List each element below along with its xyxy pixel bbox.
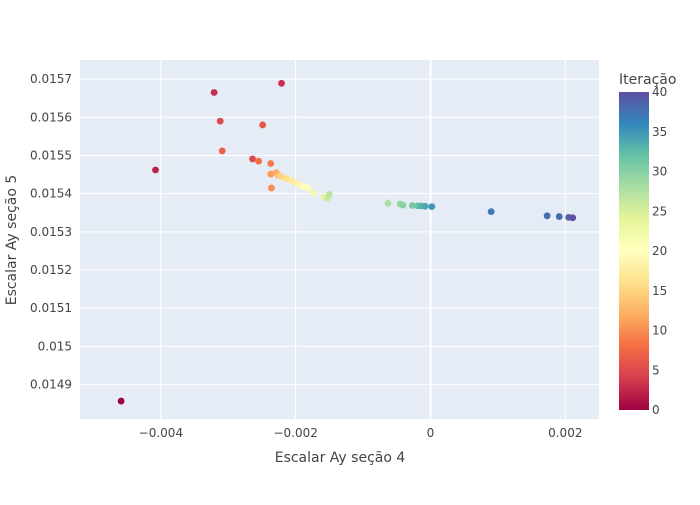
scatter-point [487,208,495,216]
scatter-point [218,147,226,155]
y-axis-title: Escalar Ay seção 5 [4,175,20,306]
x-axis-title: Escalar Ay seção 4 [275,450,406,466]
scatter-point [268,184,275,192]
scatter-point [249,155,256,163]
scatter-point [216,117,224,125]
scatter-point [428,203,436,211]
scatter-point [210,89,218,96]
colorbar-tick-label: 30 [652,165,667,179]
x-tick-label: 0.002 [548,426,582,440]
colorbar-ticks: 0 5 10 15 20 25 30 35 40 [652,85,667,417]
colorbar-tick-label: 0 [652,403,660,417]
scatter-point [277,173,285,180]
scatter-point [117,397,125,405]
colorbar-tick-label: 10 [652,324,667,338]
scatter-point [384,199,392,207]
colorbar-tick-label: 15 [652,284,667,298]
colorbar-tick-label: 40 [652,85,667,99]
scatter-point [304,184,312,192]
colorbar-tick-label: 35 [652,125,667,139]
y-tick-label: 0.0149 [30,378,72,392]
y-tick-label: 0.015 [38,339,72,353]
x-axis-ticks: −0.004 −0.002 0 0.002 [139,426,583,440]
scatter-point [421,202,429,210]
scatter-point [399,201,407,209]
y-tick-label: 0.0157 [30,72,72,86]
colorbar-tick-label: 20 [652,244,667,258]
scatter-point [325,191,333,198]
y-axis-ticks: 0.0149 0.015 0.0151 0.0152 0.0153 0.0154 0.015… [30,72,72,392]
plot-background [80,60,599,419]
scatter-point [255,157,263,165]
scatter-point [569,214,577,222]
scatter-point [259,121,267,129]
colorbar-tick-label: 5 [652,363,660,377]
scatter-point [555,213,563,220]
x-tick-label: 0 [427,426,435,440]
scatter-point [543,212,551,220]
colorbar [619,92,649,410]
data-points [117,79,577,405]
colorbar-tick-label: 25 [652,204,667,218]
scatter-point [267,160,275,167]
y-tick-label: 0.0153 [30,225,72,239]
scatter-point [152,166,159,174]
y-tick-label: 0.0151 [30,301,72,315]
x-tick-label: −0.004 [139,426,183,440]
y-tick-label: 0.0152 [30,263,72,277]
scatter-point [278,79,285,87]
x-tick-label: −0.002 [273,426,317,440]
colorbar-title: Iteração [619,72,676,88]
grid-lines [80,60,599,419]
scatter-point [408,202,416,209]
scatter-point [267,170,275,178]
y-tick-label: 0.0154 [30,187,72,201]
y-tick-label: 0.0155 [30,148,72,162]
y-tick-label: 0.0156 [30,110,72,124]
scatter-point [310,189,318,197]
